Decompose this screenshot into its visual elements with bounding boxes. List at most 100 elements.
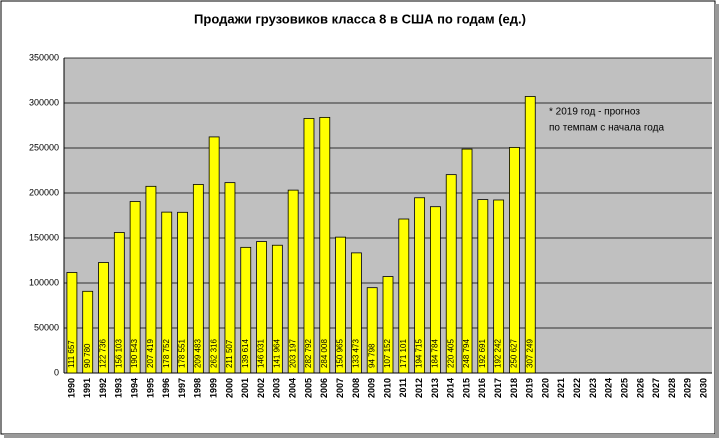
- bar: [113, 232, 125, 374]
- bar: [477, 199, 489, 374]
- bar: [350, 252, 362, 374]
- x-tick-label: 2009: [367, 378, 377, 398]
- x-tick-label: 1994: [129, 378, 139, 398]
- bar: [335, 236, 346, 374]
- frame-shadow: [715, 4, 719, 438]
- x-tick-label: 2000: [224, 378, 234, 398]
- x-tick-label: 2004: [288, 378, 298, 398]
- x-tick-label: 1998: [193, 378, 203, 398]
- value-label: 122 736: [99, 339, 108, 368]
- value-label: 146 031: [257, 339, 266, 368]
- bar: [445, 174, 457, 374]
- x-tick-label: 1993: [114, 378, 124, 398]
- y-tick-label: 250000: [29, 142, 59, 152]
- x-tick-label: 2015: [461, 378, 471, 398]
- value-label: 139 614: [241, 339, 250, 368]
- value-label: 192 691: [478, 339, 487, 368]
- x-tick-label: 2001: [240, 378, 250, 398]
- value-label: 107 152: [383, 339, 392, 368]
- value-label: 192 242: [494, 339, 503, 368]
- bar: [271, 244, 283, 374]
- x-tick-label: 1990: [66, 378, 76, 398]
- bar: [145, 185, 157, 374]
- bar: [319, 116, 331, 374]
- value-label: 156 103: [114, 339, 123, 368]
- bar: [398, 218, 410, 374]
- bar: [161, 211, 173, 374]
- bar: [82, 290, 94, 374]
- value-label: 282 792: [304, 339, 313, 368]
- x-tick-label: 2012: [414, 378, 424, 398]
- x-tick-label: 1992: [98, 378, 108, 398]
- value-label: 250 627: [510, 339, 519, 368]
- x-tick-label: 2006: [319, 378, 329, 398]
- x-tick-label: 2023: [588, 378, 598, 398]
- bar: [192, 184, 204, 374]
- frame-shadow: [4, 434, 718, 438]
- value-label: 284 008: [320, 339, 329, 368]
- x-tick-label: 2011: [398, 378, 408, 398]
- x-tick-label: 2018: [509, 378, 519, 398]
- bar: [66, 272, 78, 374]
- bar: [303, 118, 315, 374]
- x-tick-label: 2029: [683, 378, 693, 398]
- x-tick-label: 2028: [667, 378, 677, 398]
- bar: [98, 262, 109, 374]
- bar: [129, 201, 141, 374]
- y-tick-label: 0: [54, 367, 59, 377]
- x-tick-label: 2003: [272, 378, 282, 398]
- value-label: 141 964: [272, 339, 281, 368]
- value-label: 220 405: [446, 339, 455, 368]
- x-tick-label: 2002: [256, 378, 266, 398]
- value-label: 248 794: [462, 339, 471, 368]
- bar: [382, 276, 394, 374]
- x-tick-label: 2024: [604, 378, 614, 398]
- value-label: 90 780: [83, 343, 92, 368]
- bar: [208, 136, 220, 374]
- x-tick-label: 2005: [303, 378, 313, 398]
- y-tick-label: 150000: [29, 232, 59, 242]
- y-tick-label: 200000: [29, 187, 59, 197]
- x-tick-label: 2026: [635, 378, 645, 398]
- x-tick-label: 2010: [382, 378, 392, 398]
- y-tick-label: 350000: [29, 52, 59, 62]
- x-tick-label: 1999: [209, 378, 219, 398]
- bar: [524, 96, 536, 374]
- annotation: по темпам с начала года: [549, 123, 664, 134]
- bar: [493, 199, 505, 374]
- x-tick-label: 1991: [82, 378, 92, 398]
- bar: [509, 147, 520, 374]
- x-tick-label: 2030: [698, 378, 708, 398]
- y-tick-label: 100000: [29, 277, 59, 287]
- value-label: 94 798: [367, 343, 376, 368]
- value-label: 184 784: [431, 339, 440, 368]
- bar: [240, 246, 252, 374]
- value-label: 190 543: [130, 339, 139, 368]
- value-label: 133 473: [351, 339, 360, 368]
- value-label: 171 101: [399, 339, 408, 368]
- value-label: 178 551: [178, 339, 187, 368]
- y-tick-label: 50000: [34, 322, 59, 332]
- bar: [414, 197, 426, 374]
- value-label: 262 316: [209, 339, 218, 368]
- bar: [461, 148, 473, 374]
- bar: [256, 241, 267, 374]
- x-tick-label: 2025: [619, 378, 629, 398]
- x-tick-label: 2013: [430, 378, 440, 398]
- x-tick-label: 2027: [651, 378, 661, 398]
- bar: [177, 211, 188, 374]
- value-label: 207 419: [146, 339, 155, 368]
- y-tick-label: 300000: [29, 97, 59, 107]
- x-tick-label: 2017: [493, 378, 503, 398]
- x-tick-label: 2019: [525, 378, 535, 398]
- value-label: 211 507: [225, 339, 234, 368]
- x-tick-label: 1995: [145, 378, 155, 398]
- value-label: 194 715: [415, 339, 424, 368]
- x-tick-label: 2007: [335, 378, 345, 398]
- x-tick-label: 2008: [351, 378, 361, 398]
- value-label: 203 197: [288, 339, 297, 368]
- chart-title: Продажи грузовиков класса 8 в США по год…: [194, 11, 526, 26]
- x-tick-label: 2016: [477, 378, 487, 398]
